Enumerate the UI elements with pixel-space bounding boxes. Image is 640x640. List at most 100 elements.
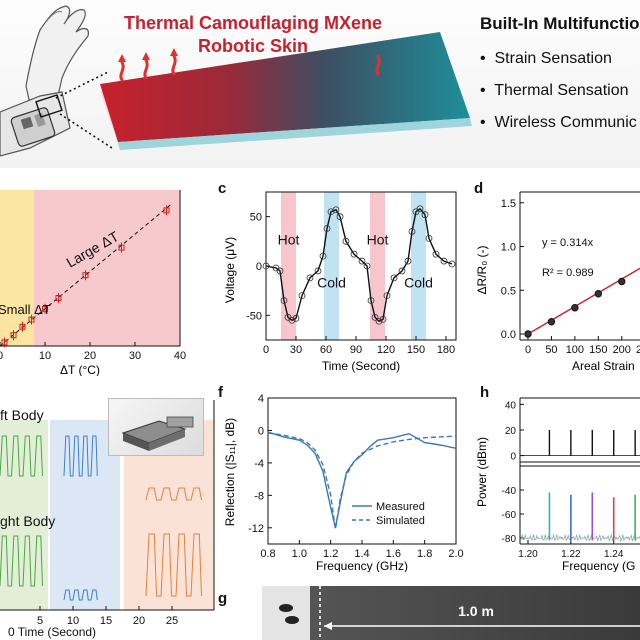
y-tick-label: 0 bbox=[256, 261, 262, 273]
x-tick-label: 40 bbox=[174, 350, 186, 362]
data-point bbox=[375, 317, 383, 325]
data-point bbox=[280, 297, 288, 304]
panel-b-xlabel: ΔT (°C) bbox=[60, 363, 100, 376]
data-point bbox=[292, 314, 300, 322]
x-tick-label: 0.8 bbox=[260, 548, 275, 560]
x-tick-label: 90 bbox=[350, 344, 362, 356]
banner-illustration bbox=[0, 5, 472, 157]
x-tick-label: 250 bbox=[636, 344, 640, 356]
panel-b-chart: Small ΔT Large ΔT 010203040 ΔT (°C) bbox=[0, 190, 186, 376]
soft-body-trace bbox=[63, 435, 98, 477]
data-point bbox=[262, 262, 270, 270]
panel-d-xlabel: Areal Strain bbox=[572, 359, 635, 373]
data-point bbox=[390, 274, 398, 282]
legend-measured: Measured bbox=[376, 501, 425, 513]
data-point bbox=[547, 318, 556, 326]
x-tick-label: 1.6 bbox=[386, 548, 401, 560]
x-tick-label: 15 bbox=[100, 615, 112, 627]
label-soft-body: ft Body bbox=[0, 407, 44, 423]
x-tick-label: 50 bbox=[545, 344, 557, 356]
banner-title-line1: Thermal Camouflaging MXene bbox=[123, 13, 383, 33]
hot-label: Hot bbox=[278, 231, 300, 247]
data-point bbox=[314, 267, 322, 275]
data-point bbox=[288, 316, 296, 324]
data-point bbox=[398, 267, 406, 275]
rigid-body-trace bbox=[63, 589, 98, 601]
data-point bbox=[618, 277, 626, 286]
distance-label: 1.0 m bbox=[458, 603, 494, 619]
data-point bbox=[276, 267, 284, 275]
x-tick-label: 1.8 bbox=[417, 548, 432, 560]
data-point bbox=[336, 213, 344, 221]
x-tick-label: 30 bbox=[290, 344, 302, 356]
feature-item: • Strain Sensation bbox=[480, 50, 612, 67]
y-tick-label: -12 bbox=[248, 523, 264, 535]
panel-d-chart: 0 50 100 150 200 250 0.0 0.5 1.0 1.5 y = 0.314x R… bbox=[476, 191, 640, 373]
panel-e-xlabel: 0 Time (Second) bbox=[8, 625, 96, 639]
panel-g-photo: 1.0 m bbox=[262, 586, 640, 640]
x-tick-label: 2.0 bbox=[448, 548, 463, 560]
data-point bbox=[42, 305, 48, 312]
features-title: Built-In Multifunctio bbox=[480, 14, 640, 33]
x-tick-label: 1.4 bbox=[354, 548, 369, 560]
feature-thermal: Thermal Sensation bbox=[494, 82, 629, 99]
y-tick-label: 50 bbox=[250, 212, 262, 224]
panel-d-letter: d bbox=[474, 180, 484, 197]
region-large-dt bbox=[34, 190, 180, 346]
x-tick-label: 25 bbox=[166, 615, 178, 627]
data-point bbox=[319, 252, 327, 260]
rigid-body-trace bbox=[145, 533, 202, 597]
y-tick-label: -40 bbox=[502, 486, 517, 497]
data-point bbox=[323, 225, 331, 232]
x-tick-label: 10 bbox=[39, 350, 51, 362]
y-tick-label: 40 bbox=[505, 400, 517, 411]
panel-h-letter: h bbox=[480, 384, 490, 401]
x-tick-label: 1.20 bbox=[518, 549, 538, 560]
x-tick-label: 100 bbox=[566, 344, 584, 356]
x-tick-label: 1.24 bbox=[604, 549, 624, 560]
data-point bbox=[404, 257, 412, 265]
panel-c-letter: c bbox=[218, 180, 227, 197]
data-point bbox=[82, 272, 89, 279]
y-tick-label: -60 bbox=[502, 510, 517, 521]
data-point bbox=[306, 274, 314, 282]
data-point bbox=[432, 250, 440, 258]
robot-photo bbox=[108, 398, 204, 456]
measured-line bbox=[267, 431, 457, 528]
data-point bbox=[421, 211, 429, 219]
data-point bbox=[350, 250, 358, 258]
y-tick-label: -50 bbox=[246, 310, 262, 322]
banner-title: Thermal Camouflaging MXene Robotic Skin bbox=[118, 12, 388, 58]
data-point bbox=[408, 228, 416, 235]
data-point bbox=[416, 205, 424, 213]
panel-f-chart: 0.8 1.0 1.2 1.4 1.6 1.8 2.040-4-8-12 Measured … bbox=[223, 393, 464, 572]
data-point bbox=[55, 295, 62, 301]
robot-icon bbox=[279, 604, 299, 624]
panel-c-xlabel: Time (Second) bbox=[322, 359, 400, 373]
data-point bbox=[358, 257, 366, 265]
y-tick-label: 0.5 bbox=[501, 285, 516, 297]
rigid-body-trace bbox=[0, 535, 43, 587]
panel-g-letter: g bbox=[218, 590, 228, 607]
x-tick-label: 30 bbox=[129, 350, 141, 362]
panel-h-ylabel: Power (dBm) bbox=[476, 437, 489, 507]
x-tick-label: 20 bbox=[84, 350, 96, 362]
panel-f-xlabel: Frequency (GHz) bbox=[316, 559, 408, 572]
y-tick-label: 0 bbox=[510, 452, 516, 463]
data-point bbox=[425, 234, 433, 242]
cold-band bbox=[411, 192, 426, 340]
region-small-dt bbox=[0, 190, 34, 346]
x-tick-label: 1.0 bbox=[292, 548, 307, 560]
x-tick-label: 20 bbox=[133, 615, 145, 627]
fit-r2: R² = 0.989 bbox=[542, 267, 594, 279]
cold-label: Cold bbox=[404, 275, 433, 291]
y-tick-label: 0 bbox=[258, 425, 264, 437]
x-tick-label: 5 bbox=[37, 615, 43, 627]
label-rigid-body: ght Body bbox=[0, 513, 55, 529]
cold-band bbox=[324, 192, 339, 340]
panel-h-chart: 1.201.221.241.2602040-40-60-80 Power (dB… bbox=[476, 397, 640, 572]
x-tick-label: 1.2 bbox=[323, 548, 338, 560]
y-tick-label: 4 bbox=[258, 393, 264, 405]
soft-body-trace bbox=[145, 487, 202, 501]
data-point bbox=[332, 206, 340, 214]
